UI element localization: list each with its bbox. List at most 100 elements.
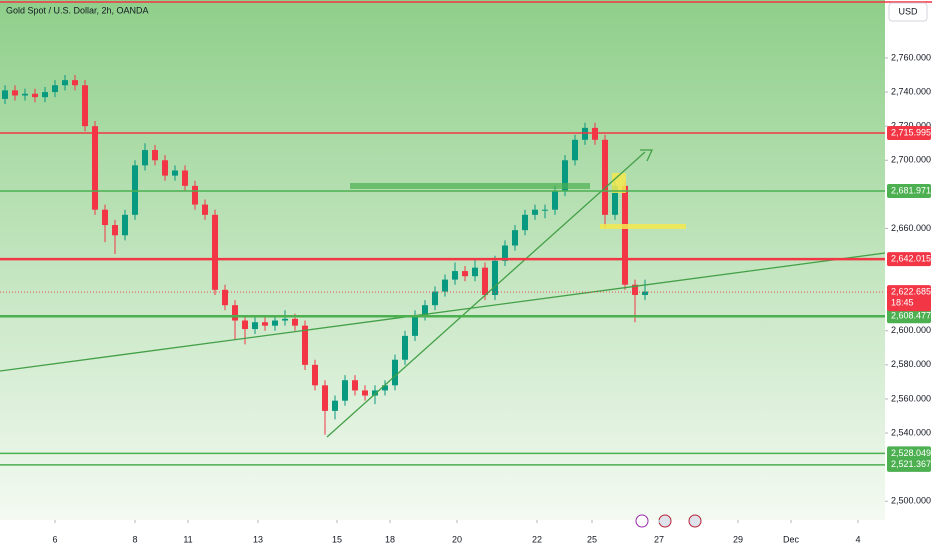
event-icons [635,514,702,528]
candle-body [152,150,158,161]
candle-body [622,185,628,285]
candle-body [492,260,498,295]
candle-body [232,305,238,321]
candle-body [42,92,48,98]
candle-body [532,209,538,215]
currency-button[interactable] [888,2,928,22]
candle-body [142,150,148,166]
zone-box [350,183,590,189]
level-tag: 2,521.367 [887,457,931,472]
candle-body [302,325,308,365]
candle-body [592,127,598,140]
candle-body [102,209,108,226]
level-tag-box [887,184,931,199]
y-tick-label: 2,720.000 [891,121,931,131]
candle-body [172,170,178,176]
level-tag: 2,528.049 [887,446,931,461]
candle-body [182,170,188,186]
candle-body [92,126,98,210]
x-tick-label: 13 [253,534,263,544]
arrow-head [640,149,654,162]
last-price-box [887,285,931,312]
candle-body [402,335,408,360]
highlight-box [600,224,686,229]
candle-body [282,318,288,321]
candle-body [362,390,368,396]
candle-body [262,322,268,326]
level-tag: 2,642.015 [887,252,931,267]
x-tick-label: 29 [733,534,743,544]
candle-body [412,315,418,336]
chart-title: Gold Spot / U.S. Dollar, 2h, OANDA [6,5,149,15]
candle-body [2,90,8,99]
candle-body [632,284,638,295]
event-icon [635,514,649,528]
candle-body [442,279,448,292]
candle-body [52,85,58,93]
trend-line [0,252,886,372]
event-icon [658,514,672,528]
candle-body [242,320,248,330]
trend-arrow [326,151,646,438]
candle-body [522,214,528,231]
candle-body [12,90,18,96]
x-tick-label: Dec [783,534,800,544]
x-tick-label: 18 [385,534,395,544]
candle-body [382,385,388,391]
level-tag-label: 2,521.367 [891,459,931,469]
candle-body [452,271,458,280]
y-tick-label: 2,580.000 [891,359,931,369]
candle-body [112,225,118,236]
candle-body [132,165,138,215]
last-price-label: 2,622.685 [891,286,931,296]
x-tick-label: 25 [587,534,597,544]
candles [2,75,648,435]
level-tag: 2,608.477 [887,309,931,324]
candle-body [562,160,568,191]
candle-body [32,93,38,98]
candle-body [582,127,588,140]
level-tag-label: 2,608.477 [891,311,931,321]
candle-body [612,185,618,215]
x-tick-label: 22 [532,534,542,544]
candle-body [332,400,338,411]
candle-body [82,85,88,127]
countdown-label: 18:45 [891,297,914,307]
level-tag-box [887,446,931,461]
x-tick-label: 6 [52,534,57,544]
level-tag-box [887,252,931,267]
x-tick-label: 11 [183,534,192,544]
candle-body [552,190,558,210]
y-tick-label: 2,660.000 [891,223,931,233]
x-tick-label: 20 [452,534,462,544]
candle-body [512,230,518,246]
candle-body [212,214,218,290]
y-tick-label: 2,540.000 [891,427,931,437]
level-tag-box [887,457,931,472]
candle-body [202,204,208,215]
candle-body [602,139,608,215]
candle-body [422,305,428,316]
candle-body [292,318,298,326]
currency-label: USD [898,6,918,16]
y-tick-label: 2,760.000 [891,52,931,62]
candle-body [572,139,578,161]
candle-body [542,209,548,211]
candle-body [62,80,68,86]
candle-body [392,359,398,386]
candle-body [22,93,28,96]
y-tick-label: 2,560.000 [891,393,931,403]
candle-body [122,214,128,236]
candle-body [352,380,358,391]
candle-body [252,322,258,330]
y-tick-label: 2,600.000 [891,325,931,335]
candle-body [192,185,198,205]
level-tag: 2,715.995 [887,125,931,140]
level-tag: 2,681.971 [887,184,931,199]
candle-body [472,267,478,277]
x-tick-label: 27 [654,534,664,544]
candle-body [162,160,168,176]
level-tag-box [887,309,931,324]
level-tag-box [887,125,931,140]
candle-body [372,390,378,396]
